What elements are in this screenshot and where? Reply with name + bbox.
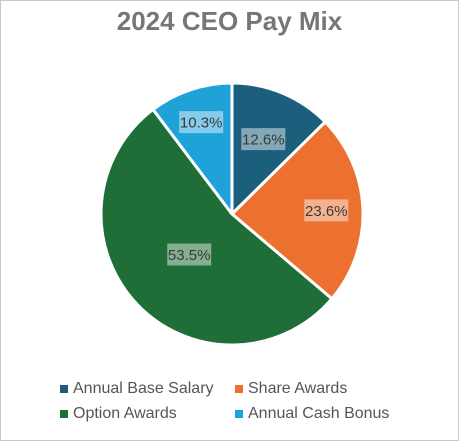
data-label: 53.5% <box>168 247 211 264</box>
legend-label: Annual Base Salary <box>73 380 214 397</box>
legend-item-share-awards: Share Awards <box>235 380 347 398</box>
data-label: 12.6% <box>242 132 285 149</box>
legend-item-annual-cash-bonus: Annual Cash Bonus <box>235 405 389 423</box>
legend-swatch <box>235 410 243 418</box>
pie-slice-share-awards <box>230 120 365 301</box>
data-label-box <box>167 243 212 266</box>
legend-label: Annual Cash Bonus <box>248 405 390 422</box>
chart-title: 2024 CEO Pay Mix <box>116 6 343 36</box>
legend-swatch <box>60 410 68 418</box>
legend-swatch <box>60 385 68 393</box>
data-label-box <box>304 199 349 222</box>
legend-swatch <box>235 385 243 393</box>
legend-label: Option Awards <box>73 405 177 422</box>
legend-label: Share Awards <box>248 380 348 397</box>
legend-item-option-awards: Option Awards <box>60 405 177 423</box>
legend-item-annual-base-salary: Annual Base Salary <box>60 380 214 398</box>
data-label-box <box>179 111 224 134</box>
data-label: 23.6% <box>305 203 348 220</box>
pie-slice-annual-base-salary <box>230 81 327 216</box>
pie-slice-option-awards <box>99 107 334 347</box>
data-label: 10.3% <box>180 115 223 132</box>
pie-slice-annual-cash-bonus <box>151 81 234 216</box>
data-label-box <box>241 128 286 151</box>
